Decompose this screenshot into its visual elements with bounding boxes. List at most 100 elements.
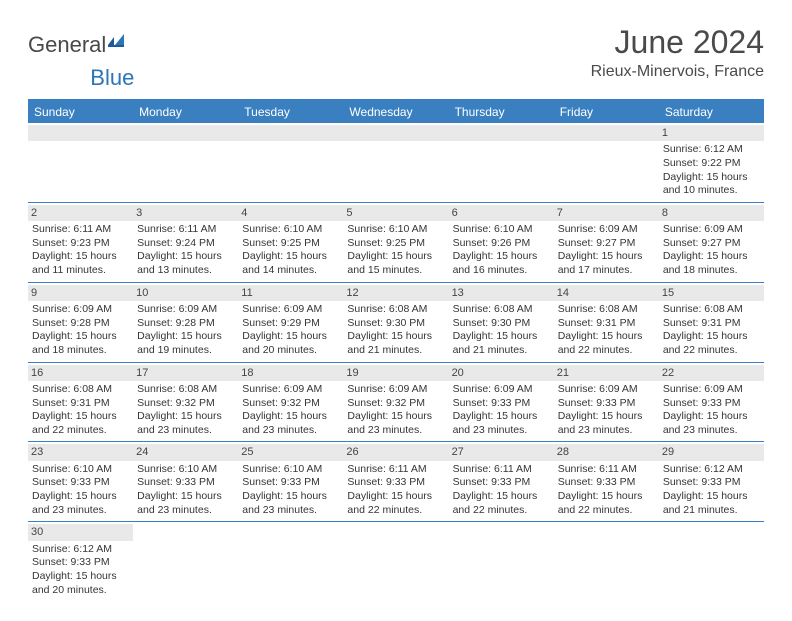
dow-fri: Friday	[554, 101, 659, 123]
sunset-line: Sunset: 9:33 PM	[137, 476, 234, 490]
sunrise-line: Sunrise: 6:11 AM	[558, 463, 655, 477]
sunrise-line: Sunrise: 6:09 AM	[558, 223, 655, 237]
sunset-line: Sunset: 9:22 PM	[663, 157, 760, 171]
calendar-cell: 10 Sunrise: 6:09 AM Sunset: 9:28 PM Dayl…	[133, 283, 238, 362]
sunset-line: Sunset: 9:25 PM	[347, 237, 444, 251]
daylight-line: Daylight: 15 hours and 22 minutes.	[663, 330, 760, 357]
sunrise-line: Sunrise: 6:10 AM	[137, 463, 234, 477]
sunrise-line: Sunrise: 6:09 AM	[242, 383, 339, 397]
calendar-cell: 14 Sunrise: 6:08 AM Sunset: 9:31 PM Dayl…	[554, 283, 659, 362]
dow-row: Sunday Monday Tuesday Wednesday Thursday…	[28, 101, 764, 123]
calendar-week: 23 Sunrise: 6:10 AM Sunset: 9:33 PM Dayl…	[28, 442, 764, 522]
calendar: Sunday Monday Tuesday Wednesday Thursday…	[28, 99, 764, 601]
sunset-line: Sunset: 9:31 PM	[32, 397, 129, 411]
sunset-line: Sunset: 9:30 PM	[347, 317, 444, 331]
sunrise-line: Sunrise: 6:11 AM	[347, 463, 444, 477]
sunset-line: Sunset: 9:33 PM	[558, 476, 655, 490]
day-number: 25	[238, 444, 343, 460]
calendar-cell: 15 Sunrise: 6:08 AM Sunset: 9:31 PM Dayl…	[659, 283, 764, 362]
day-number: 7	[554, 205, 659, 221]
dow-sun: Sunday	[28, 101, 133, 123]
day-number: 13	[449, 285, 554, 301]
day-number: 14	[554, 285, 659, 301]
calendar-cell-empty	[659, 522, 764, 601]
day-number: 1	[659, 125, 764, 141]
dow-sat: Saturday	[659, 101, 764, 123]
calendar-cell: 3 Sunrise: 6:11 AM Sunset: 9:24 PM Dayli…	[133, 203, 238, 282]
sunrise-line: Sunrise: 6:11 AM	[137, 223, 234, 237]
daylight-line: Daylight: 15 hours and 18 minutes.	[32, 330, 129, 357]
daylight-line: Daylight: 15 hours and 23 minutes.	[242, 410, 339, 437]
sunrise-line: Sunrise: 6:08 AM	[137, 383, 234, 397]
calendar-cell: 2 Sunrise: 6:11 AM Sunset: 9:23 PM Dayli…	[28, 203, 133, 282]
daylight-line: Daylight: 15 hours and 18 minutes.	[663, 250, 760, 277]
calendar-cell: 11 Sunrise: 6:09 AM Sunset: 9:29 PM Dayl…	[238, 283, 343, 362]
daylight-line: Daylight: 15 hours and 14 minutes.	[242, 250, 339, 277]
logo: General	[28, 32, 134, 58]
calendar-cell: 16 Sunrise: 6:08 AM Sunset: 9:31 PM Dayl…	[28, 363, 133, 442]
calendar-cell-empty	[343, 522, 448, 601]
calendar-week: 16 Sunrise: 6:08 AM Sunset: 9:31 PM Dayl…	[28, 363, 764, 443]
day-number: 3	[133, 205, 238, 221]
day-number: 24	[133, 444, 238, 460]
calendar-cell-empty	[238, 522, 343, 601]
calendar-cell: 21 Sunrise: 6:09 AM Sunset: 9:33 PM Dayl…	[554, 363, 659, 442]
sunset-line: Sunset: 9:30 PM	[453, 317, 550, 331]
calendar-cell: 17 Sunrise: 6:08 AM Sunset: 9:32 PM Dayl…	[133, 363, 238, 442]
dow-tue: Tuesday	[238, 101, 343, 123]
sunrise-line: Sunrise: 6:08 AM	[347, 303, 444, 317]
title-block: June 2024 Rieux-Minervois, France	[591, 24, 764, 81]
sunset-line: Sunset: 9:33 PM	[242, 476, 339, 490]
day-number: 19	[343, 365, 448, 381]
dow-wed: Wednesday	[343, 101, 448, 123]
sunset-line: Sunset: 9:25 PM	[242, 237, 339, 251]
sunrise-line: Sunrise: 6:08 AM	[32, 383, 129, 397]
sunrise-line: Sunrise: 6:08 AM	[453, 303, 550, 317]
sunrise-line: Sunrise: 6:09 AM	[137, 303, 234, 317]
day-number: 2	[28, 205, 133, 221]
daylight-line: Daylight: 15 hours and 23 minutes.	[32, 490, 129, 517]
sunset-line: Sunset: 9:33 PM	[663, 397, 760, 411]
sunrise-line: Sunrise: 6:10 AM	[242, 223, 339, 237]
day-number: 30	[28, 524, 133, 540]
calendar-cell: 28 Sunrise: 6:11 AM Sunset: 9:33 PM Dayl…	[554, 442, 659, 521]
sunset-line: Sunset: 9:27 PM	[558, 237, 655, 251]
dow-mon: Monday	[133, 101, 238, 123]
sunset-line: Sunset: 9:24 PM	[137, 237, 234, 251]
daylight-line: Daylight: 15 hours and 16 minutes.	[453, 250, 550, 277]
sunrise-line: Sunrise: 6:11 AM	[453, 463, 550, 477]
sunrise-line: Sunrise: 6:09 AM	[242, 303, 339, 317]
day-number: 28	[554, 444, 659, 460]
day-number: 29	[659, 444, 764, 460]
daylight-line: Daylight: 15 hours and 20 minutes.	[242, 330, 339, 357]
calendar-cell-empty	[554, 522, 659, 601]
day-number: 18	[238, 365, 343, 381]
calendar-cell-empty	[133, 123, 238, 202]
flag-icon	[108, 33, 134, 58]
calendar-cell: 4 Sunrise: 6:10 AM Sunset: 9:25 PM Dayli…	[238, 203, 343, 282]
logo-text-general: General	[28, 32, 106, 58]
sunrise-line: Sunrise: 6:12 AM	[32, 543, 129, 557]
calendar-cell: 24 Sunrise: 6:10 AM Sunset: 9:33 PM Dayl…	[133, 442, 238, 521]
daylight-line: Daylight: 15 hours and 20 minutes.	[32, 570, 129, 597]
sunrise-line: Sunrise: 6:10 AM	[453, 223, 550, 237]
day-number: 8	[659, 205, 764, 221]
daylight-line: Daylight: 15 hours and 19 minutes.	[137, 330, 234, 357]
day-number: 9	[28, 285, 133, 301]
day-number: 22	[659, 365, 764, 381]
day-number: 6	[449, 205, 554, 221]
sunrise-line: Sunrise: 6:11 AM	[32, 223, 129, 237]
logo-text-blue: Blue	[90, 65, 134, 91]
page-title: June 2024	[591, 24, 764, 61]
calendar-cell: 29 Sunrise: 6:12 AM Sunset: 9:33 PM Dayl…	[659, 442, 764, 521]
sunset-line: Sunset: 9:23 PM	[32, 237, 129, 251]
day-number: 23	[28, 444, 133, 460]
day-number: 27	[449, 444, 554, 460]
sunset-line: Sunset: 9:33 PM	[347, 476, 444, 490]
sunrise-line: Sunrise: 6:08 AM	[558, 303, 655, 317]
sunset-line: Sunset: 9:33 PM	[453, 397, 550, 411]
calendar-cell: 8 Sunrise: 6:09 AM Sunset: 9:27 PM Dayli…	[659, 203, 764, 282]
sunset-line: Sunset: 9:32 PM	[242, 397, 339, 411]
day-number: 16	[28, 365, 133, 381]
calendar-cell: 12 Sunrise: 6:08 AM Sunset: 9:30 PM Dayl…	[343, 283, 448, 362]
